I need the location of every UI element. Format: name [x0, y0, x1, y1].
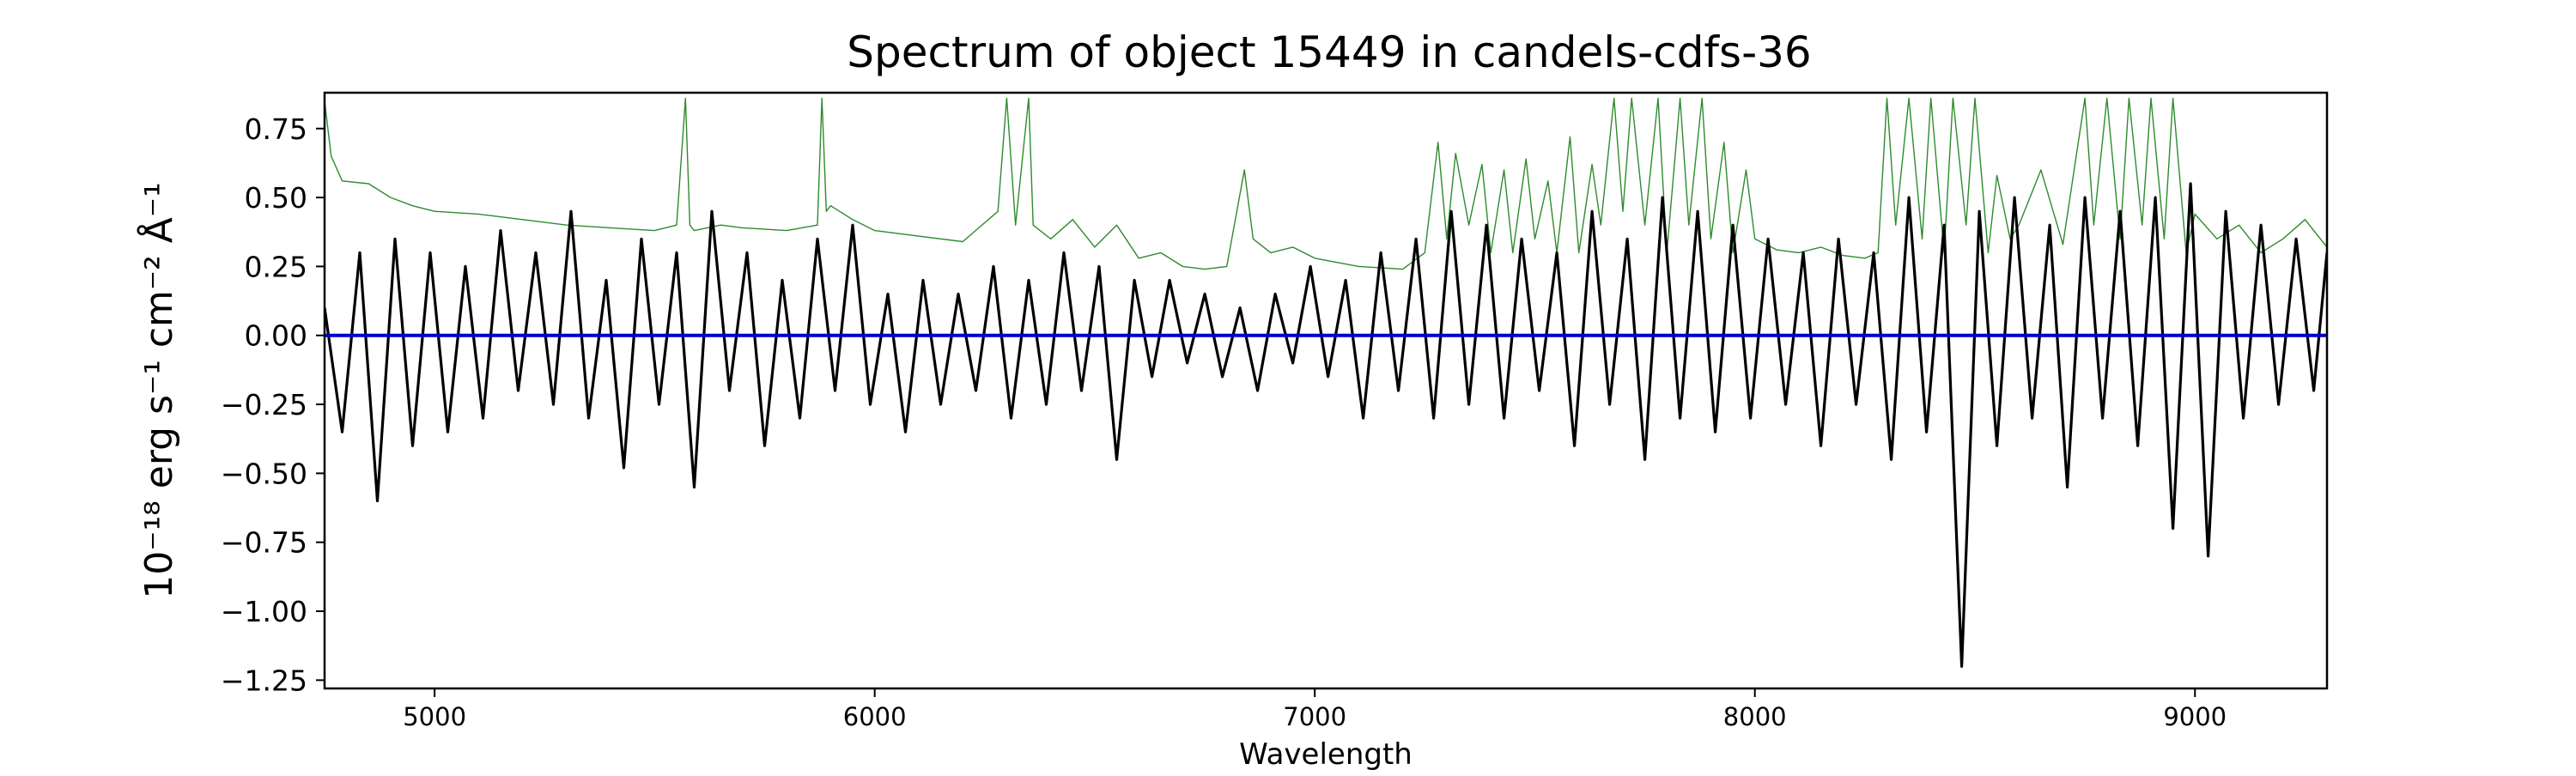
y-tick-label: 0.50: [245, 181, 307, 215]
y-tick-label: −1.25: [221, 664, 307, 697]
x-tick-label: 8000: [1723, 702, 1787, 731]
x-tick-label: 5000: [403, 702, 466, 731]
plot-frame: [323, 91, 2329, 690]
y-axis-label: 10⁻¹⁸ erg s⁻¹ cm⁻² Å⁻¹: [136, 182, 181, 598]
y-tick-label: −0.50: [221, 457, 307, 490]
x-axis-label: Wavelength: [1239, 737, 1413, 772]
y-tick-label: 0.00: [245, 319, 307, 353]
flux-series-line: [325, 182, 2327, 668]
x-tick-label: 7000: [1283, 702, 1346, 731]
chart-title: Spectrum of object 15449 in candels-cdfs…: [847, 27, 1812, 77]
x-tick-label: 9000: [2163, 702, 2227, 731]
y-tick-label: 0.75: [245, 112, 307, 146]
y-tick-label: −0.25: [221, 388, 307, 421]
y-tick-label: 0.25: [245, 250, 307, 283]
x-tick-label: 6000: [843, 702, 907, 731]
y-tick-label: −1.00: [221, 595, 307, 628]
y-tick-label: −0.75: [221, 526, 307, 560]
error-series-line: [325, 97, 2327, 270]
